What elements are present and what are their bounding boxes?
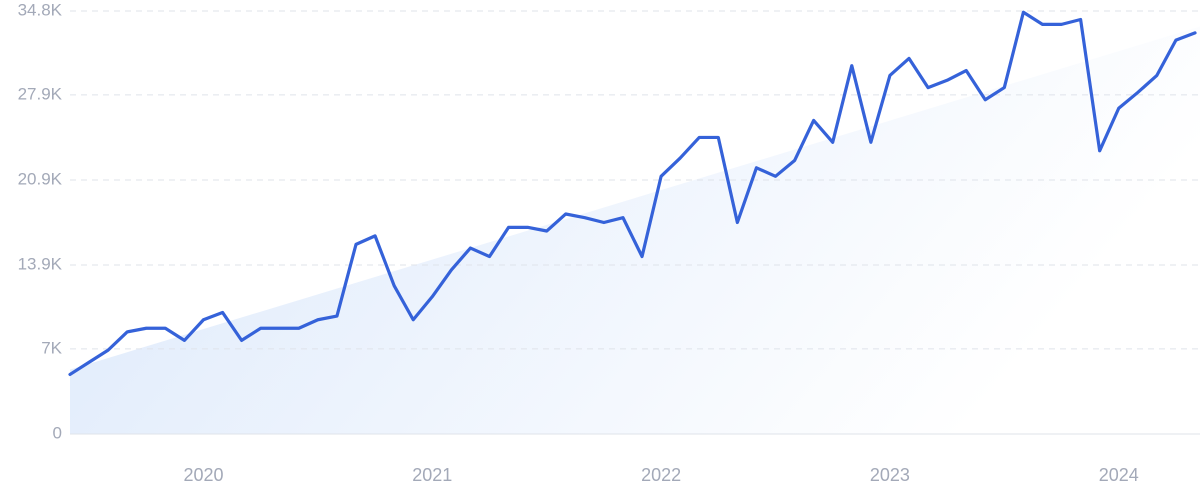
y-tick-label: 34.8K [18,0,63,19]
y-tick-label: 7K [41,338,62,357]
y-tick-label: 27.9K [18,84,63,103]
x-tick-label: 2024 [1099,465,1139,485]
y-tick-label: 0 [53,423,62,442]
x-tick-label: 2023 [870,465,910,485]
line [68,10,1197,377]
x-tick-label: 2022 [641,465,681,485]
y-tick-label: 20.9K [18,169,63,188]
y-tick-label: 13.9K [18,255,63,274]
x-tick-label: 2021 [412,465,452,485]
x-tick-label: 2020 [183,465,223,485]
trend-area [70,26,1200,434]
